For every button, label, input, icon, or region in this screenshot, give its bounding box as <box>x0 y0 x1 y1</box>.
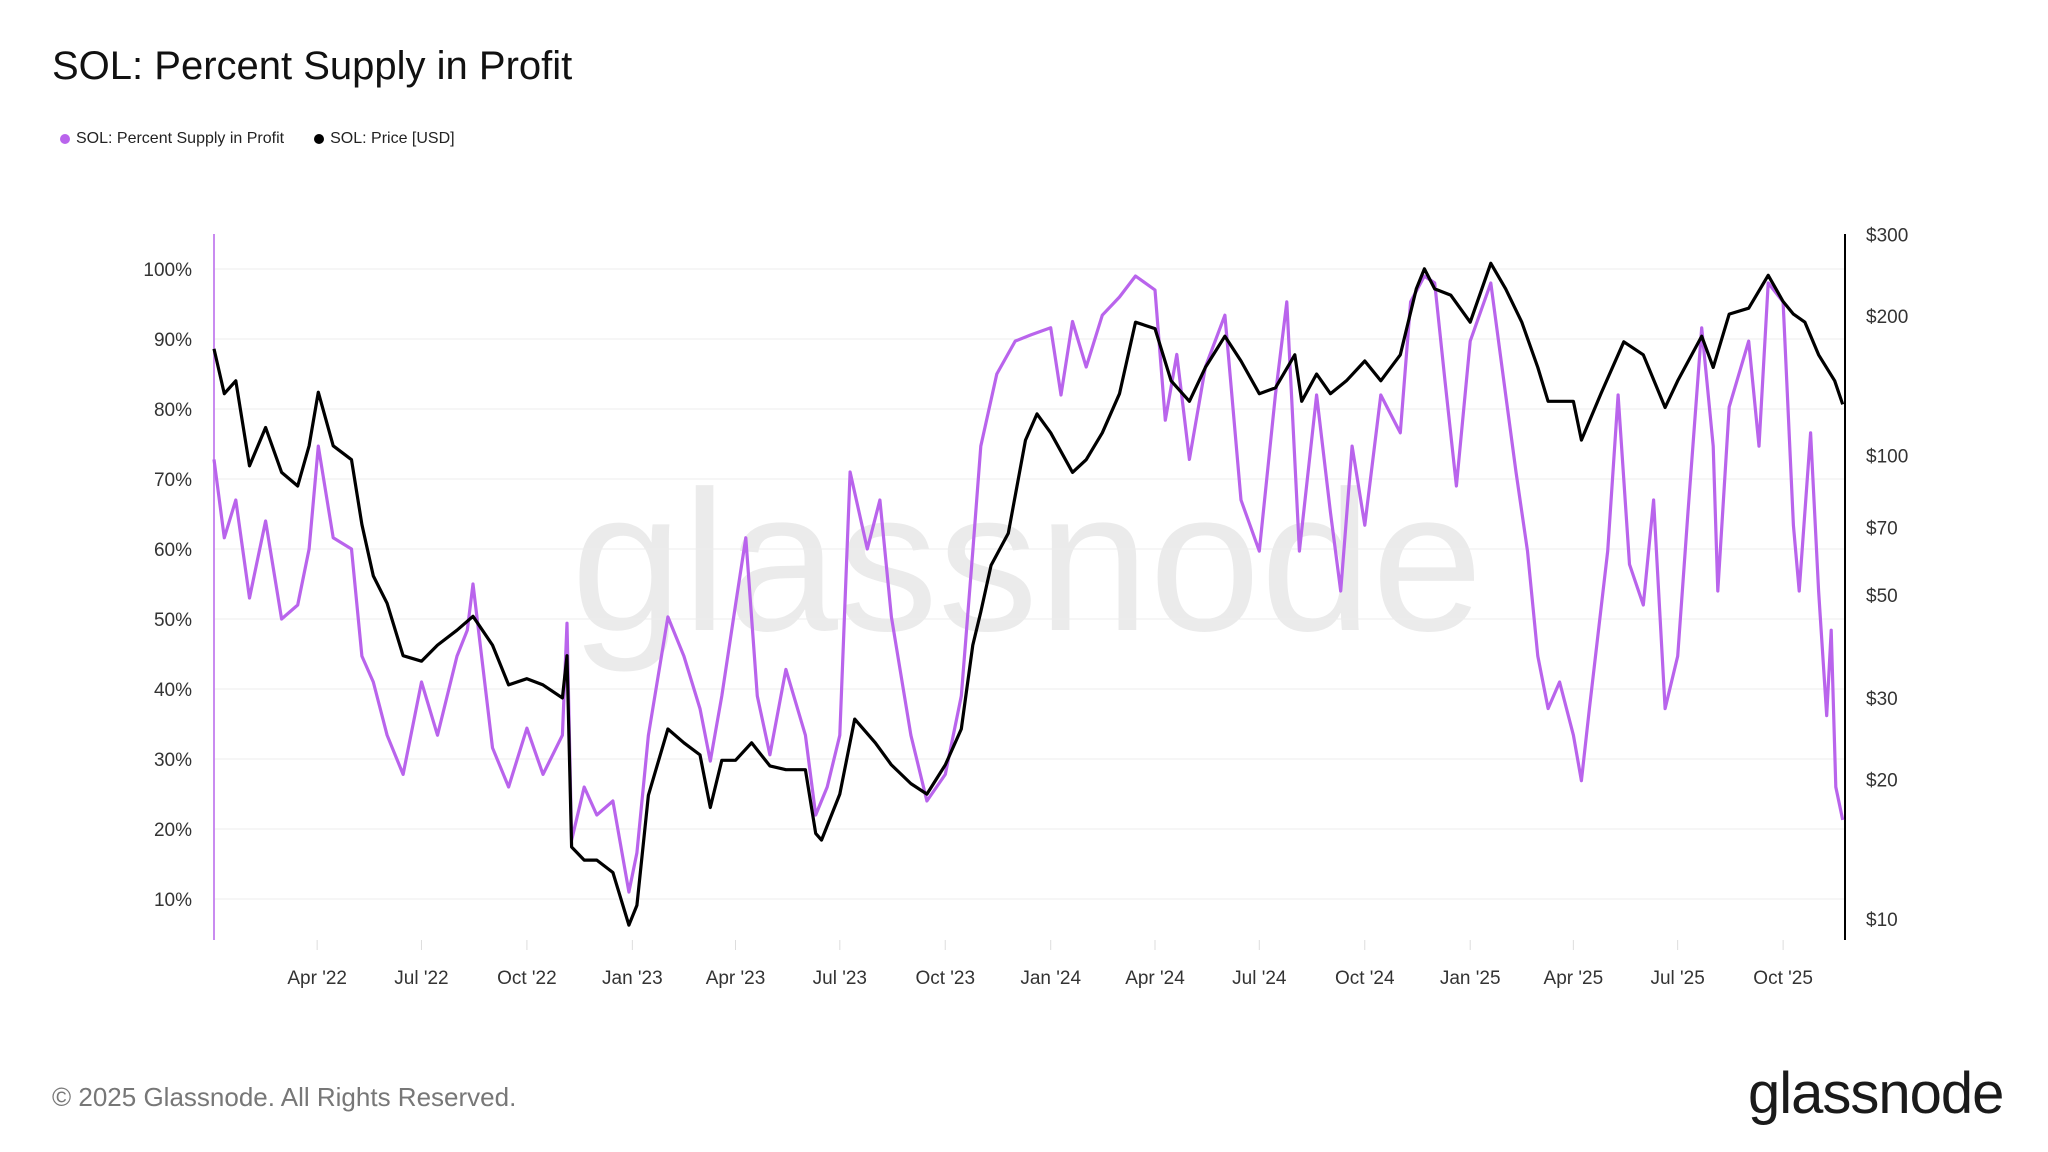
x-tick-label: Jan '23 <box>602 968 663 989</box>
y-right-tick-label: $10 <box>1866 910 1898 931</box>
y-right-tick-label: $30 <box>1866 689 1898 710</box>
y-right-tick-label: $20 <box>1866 771 1898 792</box>
supply-in-profit-line <box>212 274 1845 894</box>
legend: SOL: Percent Supply in Profit SOL: Price… <box>60 130 455 148</box>
chart-title: SOL: Percent Supply in Profit <box>52 44 573 88</box>
y-left-tick-label: 60% <box>154 540 192 561</box>
y-left-tick-label: 80% <box>154 400 192 421</box>
x-tick-label: Apr '24 <box>1125 968 1185 989</box>
y-right-tick-label: $50 <box>1866 586 1898 607</box>
y-left-tick-label: 10% <box>154 890 192 911</box>
x-tick-label: Jul '22 <box>394 968 448 989</box>
legend-dot-icon <box>60 134 70 144</box>
y-right-tick-label: $100 <box>1866 447 1908 468</box>
legend-label: SOL: Percent Supply in Profit <box>76 130 285 147</box>
watermark: glassnode <box>571 450 1483 673</box>
y-right-tick-label: $200 <box>1866 307 1908 328</box>
copyright: © 2025 Glassnode. All Rights Reserved. <box>52 1082 517 1112</box>
y-left-tick-label: 70% <box>154 470 192 491</box>
x-tick-label: Apr '22 <box>287 968 347 989</box>
x-tick-label: Oct '25 <box>1753 968 1813 989</box>
x-tick-label: Jan '24 <box>1020 968 1081 989</box>
y-left-tick-label: 100% <box>143 260 192 281</box>
y-left-tick-label: 50% <box>154 610 192 631</box>
glassnode-logo: glassnode <box>1748 1061 2004 1126</box>
y-right-tick-label: $70 <box>1866 518 1898 539</box>
x-tick-label: Oct '24 <box>1335 968 1395 989</box>
legend-item-price[interactable]: SOL: Price [USD] <box>314 130 455 148</box>
x-tick-label: Jul '23 <box>813 968 867 989</box>
y-left-tick-label: 90% <box>154 330 192 351</box>
y-left-tick-label: 20% <box>154 820 192 841</box>
x-tick-label: Jul '24 <box>1232 968 1287 989</box>
price-line <box>212 261 1845 927</box>
legend-label: SOL: Price [USD] <box>330 130 455 147</box>
x-tick-label: Apr '23 <box>706 968 766 989</box>
y-right-tick-label: $300 <box>1866 226 1908 247</box>
y-left-tick-label: 30% <box>154 750 192 771</box>
y-left-tick-label: 40% <box>154 680 192 701</box>
legend-dot-icon <box>314 134 325 144</box>
legend-item-supply[interactable]: SOL: Percent Supply in Profit <box>60 130 284 148</box>
x-tick-label: Jul '25 <box>1650 968 1704 989</box>
x-tick-label: Oct '22 <box>497 968 557 989</box>
x-tick-label: Apr '25 <box>1544 968 1604 989</box>
x-tick-label: Jan '25 <box>1440 968 1501 989</box>
x-tick-label: Oct '23 <box>915 968 975 989</box>
